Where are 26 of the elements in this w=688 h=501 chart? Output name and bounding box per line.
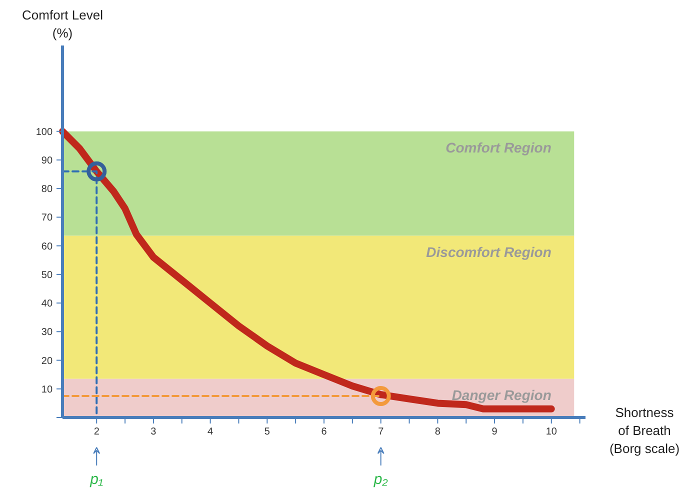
- y-tick-label: 90: [41, 155, 53, 166]
- y-tick-label: 10: [41, 384, 53, 396]
- x-tick-label: 9: [492, 426, 498, 438]
- x-tick-label: 6: [321, 426, 328, 438]
- y-tick-label: 50: [41, 270, 53, 281]
- y-tick-label: 60: [41, 241, 53, 252]
- x-tick-label: 4: [208, 426, 214, 438]
- x-tick-label: 2: [94, 426, 100, 438]
- band-label: Discomfort Region: [426, 244, 552, 260]
- text: p₂: [372, 471, 388, 488]
- x-tick-label: 7: [378, 426, 384, 438]
- y-tick-label: 40: [41, 298, 53, 310]
- y-tick-label: 20: [41, 356, 53, 367]
- band-label: Danger Region: [452, 386, 552, 403]
- y-axis-title: Comfort Level (%): [22, 8, 104, 40]
- y-tick-label: 80: [41, 184, 53, 196]
- x-tick-label: 8: [434, 426, 441, 438]
- y-tick-label: 70: [41, 212, 53, 224]
- y-tick-label: 100: [36, 126, 53, 138]
- x-tick-label: 3: [150, 426, 157, 438]
- x-tick-label: 10: [546, 426, 558, 438]
- text: p₁: [89, 471, 104, 488]
- y-tick-label: 30: [41, 327, 53, 338]
- x-tick-label: 5: [264, 426, 270, 438]
- band-label: Comfort Region: [446, 139, 552, 156]
- x-axis-title: Shortness of Breath (Borg scale): [609, 405, 680, 456]
